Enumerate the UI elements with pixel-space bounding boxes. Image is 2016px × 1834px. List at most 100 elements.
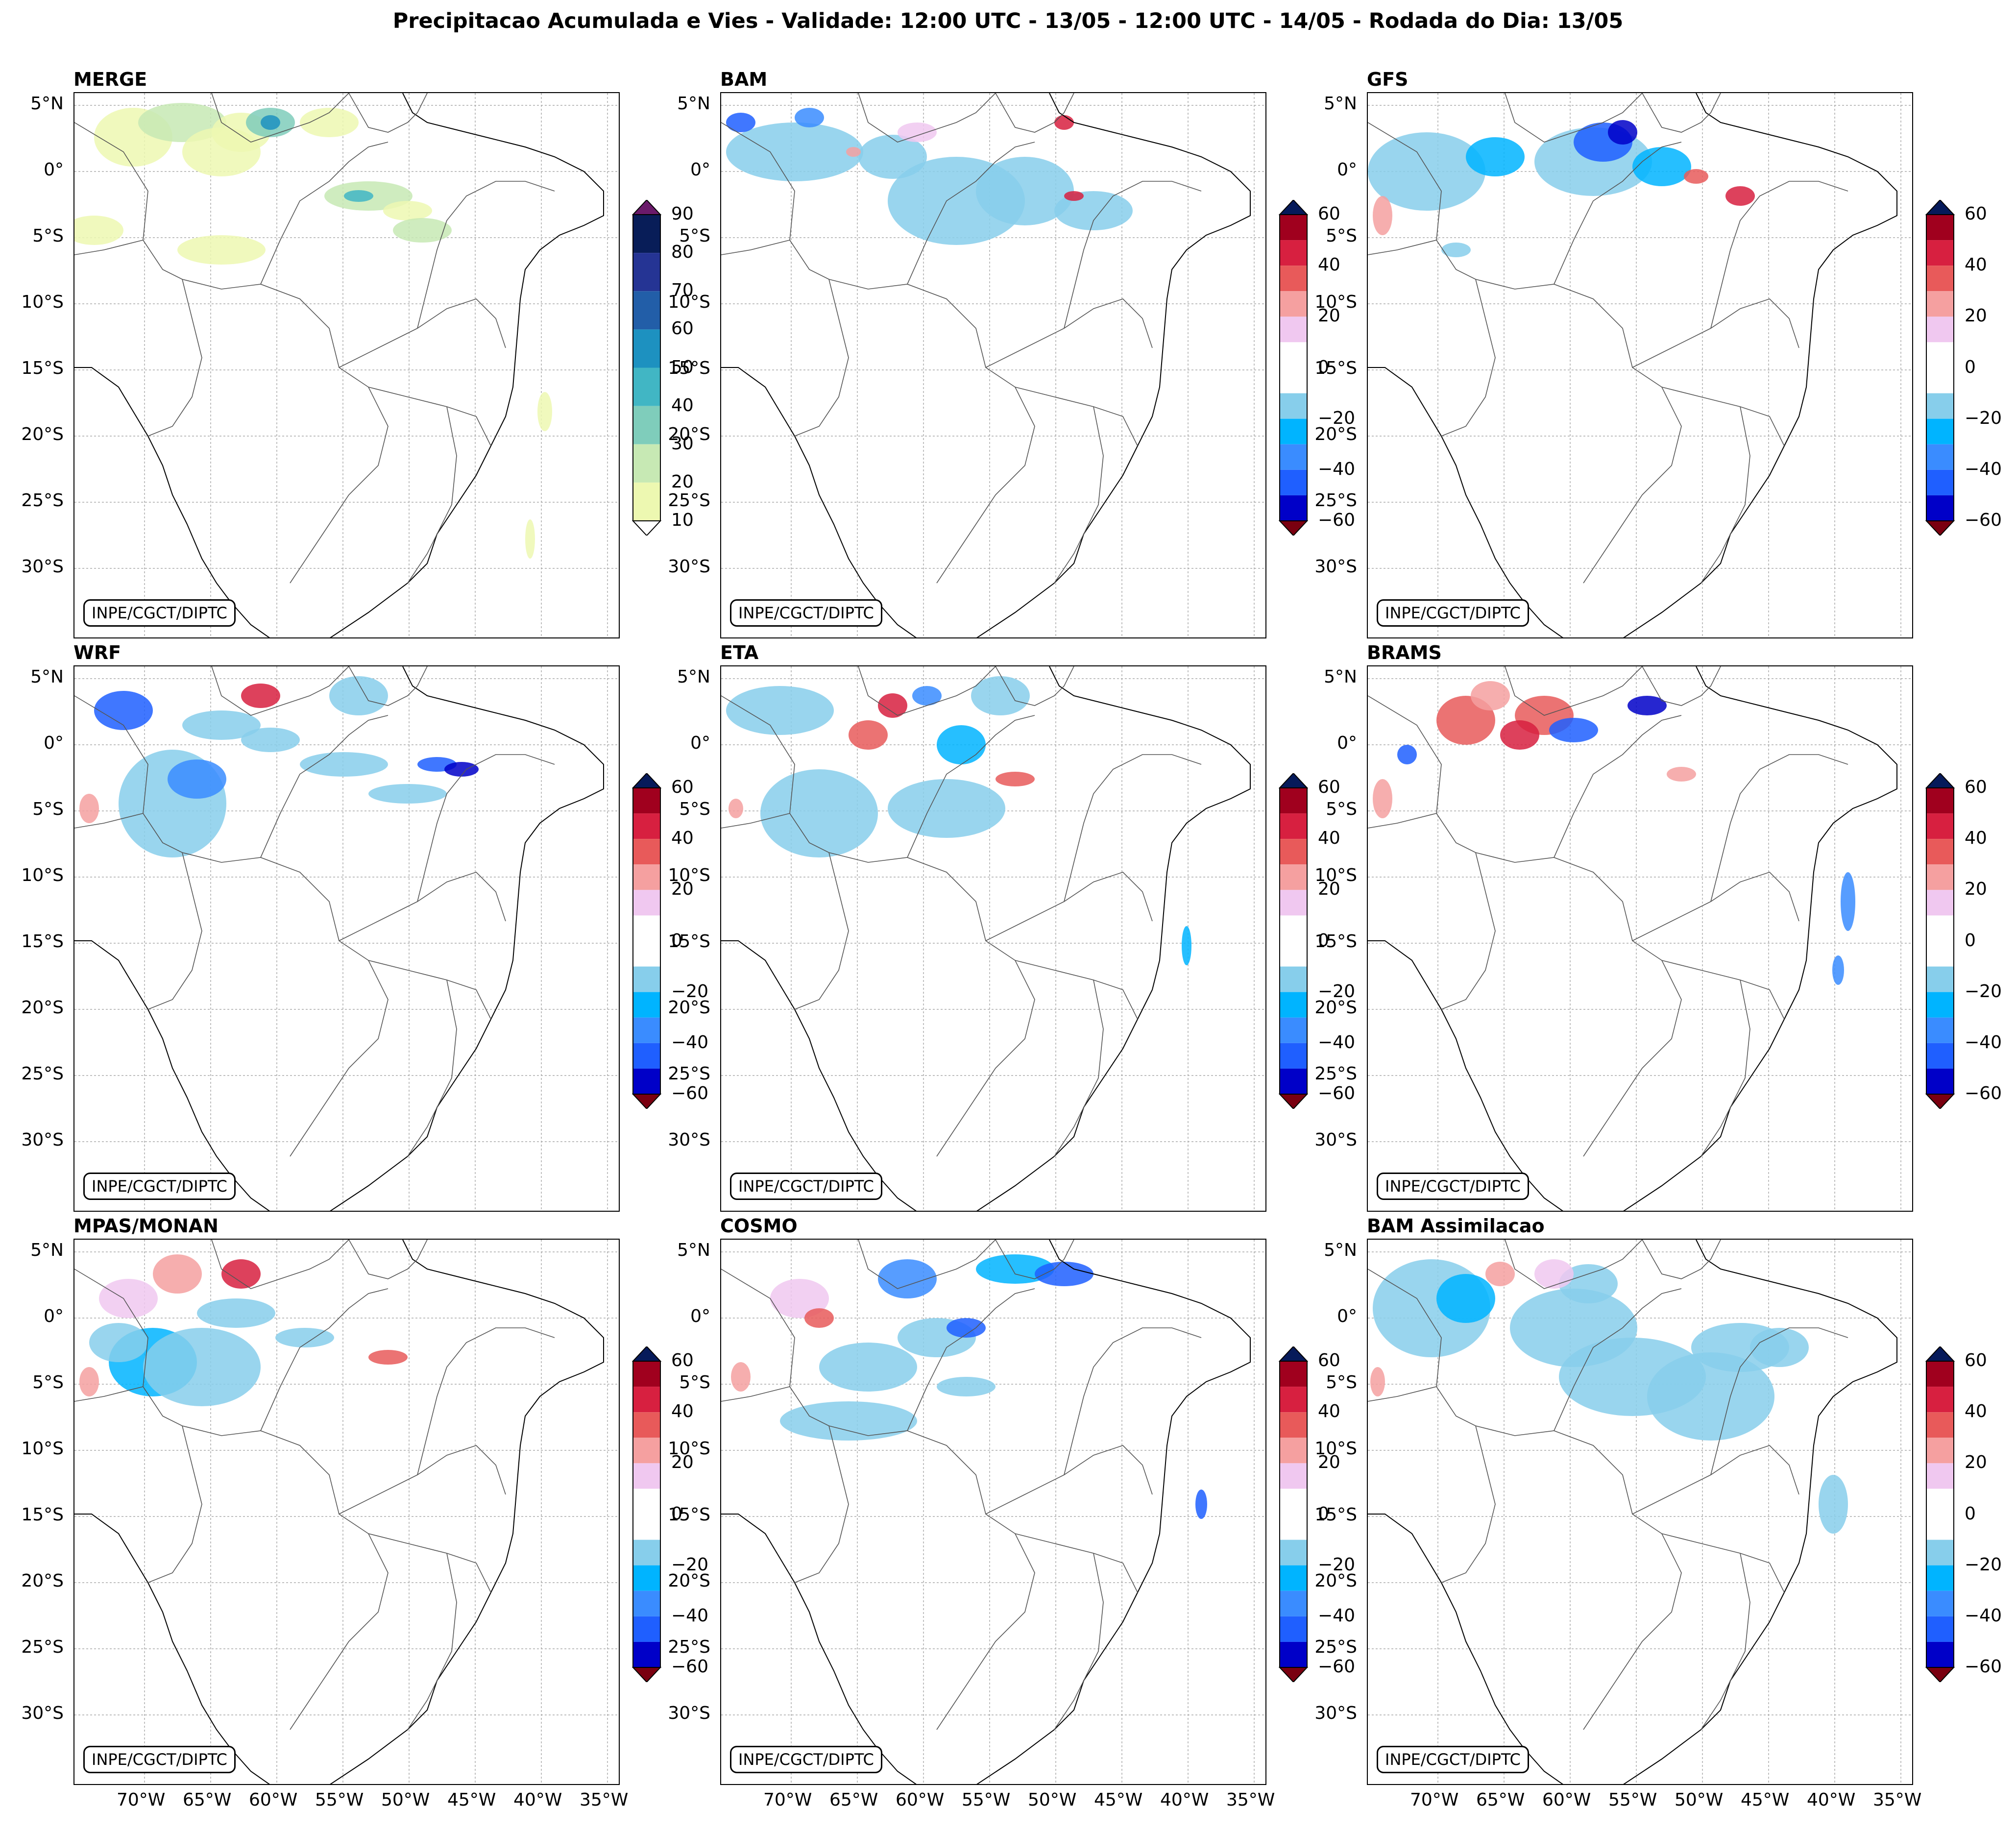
rain-field	[1370, 1367, 1385, 1396]
colorbar-tick-label: 60	[671, 318, 694, 339]
lat-tick-label: 10°S	[21, 292, 64, 312]
lat-tick-label: 30°S	[668, 1130, 710, 1150]
lat-tick-label: 25°S	[1314, 490, 1357, 511]
lon-tick-label: 50°W	[1675, 1790, 1724, 1810]
map-panel: COSMO INPE/CGCT/DIPTC 5°N 0° 5°S 10°S 15°S 20°S…	[647, 1215, 1355, 1810]
state-border	[368, 960, 491, 1020]
panel-title: MERGE	[73, 69, 147, 90]
colorbar-segment	[633, 406, 660, 444]
rain-field	[329, 676, 388, 715]
map-area: INPE/CGCT/DIPTC	[73, 92, 620, 638]
colorbar-segment	[1280, 444, 1307, 470]
colorbar-tick-label: 60	[1318, 1350, 1340, 1370]
colorbar-tick-label: 20	[671, 471, 694, 492]
colorbar-tick-label: −60	[1965, 510, 2002, 530]
lat-tick-label: 20°S	[21, 1571, 64, 1591]
state-border	[1015, 1533, 1138, 1593]
state-border	[147, 1425, 202, 1583]
rain-field	[971, 676, 1030, 715]
colorbar-segment	[1280, 1514, 1307, 1540]
colorbar-segment	[1280, 1387, 1307, 1413]
colorbar-segment	[633, 1068, 660, 1094]
colorbar-extend-min	[632, 1094, 661, 1109]
lon-tick-label: 35°W	[580, 1790, 629, 1810]
state-border	[721, 813, 790, 829]
lat-tick-label: 5°N	[30, 1240, 64, 1260]
colorbar-tick-label: 20	[1965, 879, 1987, 900]
colorbar	[1925, 1346, 1955, 1682]
watermark-label: INPE/CGCT/DIPTC	[730, 1173, 882, 1200]
colorbar-tick-label: 10	[671, 510, 694, 530]
lat-tick-label: 25°S	[668, 490, 710, 511]
lat-tick-label: 15°S	[668, 1505, 710, 1525]
rain-field	[760, 769, 878, 857]
colorbar-segment	[1280, 1438, 1307, 1464]
colorbar-tick-label: 40	[671, 395, 694, 416]
colorbar-tick-label: 40	[1318, 255, 1340, 275]
state-border	[794, 852, 849, 1010]
colorbar-tick-label: −40	[671, 1605, 708, 1626]
state-border	[1441, 852, 1496, 1010]
state-border	[407, 979, 457, 1157]
state-border	[348, 1240, 428, 1279]
map-canvas	[721, 93, 1265, 637]
rain-field	[368, 784, 447, 804]
coastline	[1368, 666, 1897, 1211]
colorbar-segment	[1280, 1412, 1307, 1438]
colorbar-segment	[1926, 890, 1954, 916]
rain-field	[726, 113, 755, 132]
state-border	[907, 715, 1035, 858]
state-border	[339, 298, 506, 368]
lat-tick-label: 25°S	[1314, 1064, 1357, 1084]
lat-tick-label: 30°S	[668, 557, 710, 577]
state-border	[1505, 93, 1643, 143]
state-border	[1441, 279, 1496, 437]
colorbar-segment	[1926, 1463, 1954, 1489]
rain-field	[79, 794, 99, 823]
colorbar-segment	[633, 1540, 660, 1565]
colorbar-segment	[1280, 469, 1307, 495]
panel-title: ETA	[720, 642, 759, 663]
panel-title: BAM Assimilacao	[1367, 1215, 1545, 1237]
lat-tick-label: 30°S	[1314, 557, 1357, 577]
colorbar-tick-label: 60	[1965, 204, 1987, 224]
state-border	[1054, 406, 1104, 584]
state-border	[1368, 695, 1682, 1157]
map-panel: MPAS/MONAN INPE/CGCT/DIPTC 5°N 0° 5°S 10°S 15°…	[0, 1215, 708, 1810]
colorbar-tick-label: −60	[1965, 1657, 2002, 1677]
state-border	[1015, 960, 1138, 1020]
state-border	[339, 872, 506, 941]
rain-field	[898, 122, 937, 142]
colorbar-segment	[1280, 367, 1307, 393]
colorbar-segment	[1926, 444, 1954, 470]
colorbar-tick-label: 0	[1318, 1503, 1329, 1524]
state-border	[1700, 406, 1750, 584]
colorbar-tick-label: −40	[1318, 1605, 1355, 1626]
rain-field	[1035, 1262, 1093, 1286]
colorbar-segment	[1926, 1565, 1954, 1591]
lat-tick-label: 10°S	[1314, 1439, 1357, 1459]
colorbar-segment	[1280, 1540, 1307, 1565]
colorbar-tick-label: 0	[1318, 930, 1329, 951]
figure-title: Precipitacao Acumulada e Vies - Validade…	[392, 9, 1624, 33]
state-border	[1710, 754, 1848, 902]
colorbar-segment	[1926, 1387, 1954, 1413]
lat-tick-label: 5°S	[32, 799, 64, 819]
colorbar-tick-label: 60	[671, 777, 694, 797]
state-border	[348, 93, 428, 133]
colorbar-tick-label: 20	[1965, 306, 1987, 326]
lat-tick-label: 5°N	[1324, 1240, 1357, 1260]
map-canvas	[74, 666, 619, 1211]
lon-tick-label: 45°W	[447, 1790, 496, 1810]
state-border	[858, 666, 996, 716]
state-border	[417, 181, 555, 329]
colorbar-tick-label: −60	[671, 1083, 708, 1103]
state-border	[907, 1288, 1035, 1431]
rain-field	[74, 216, 123, 245]
state-border	[211, 666, 349, 716]
colorbar-segment	[1280, 992, 1307, 1018]
rain-field	[819, 1343, 917, 1392]
colorbar-segment	[633, 813, 660, 839]
watermark-label: INPE/CGCT/DIPTC	[730, 1746, 882, 1773]
lat-tick-label: 30°S	[21, 1703, 64, 1723]
